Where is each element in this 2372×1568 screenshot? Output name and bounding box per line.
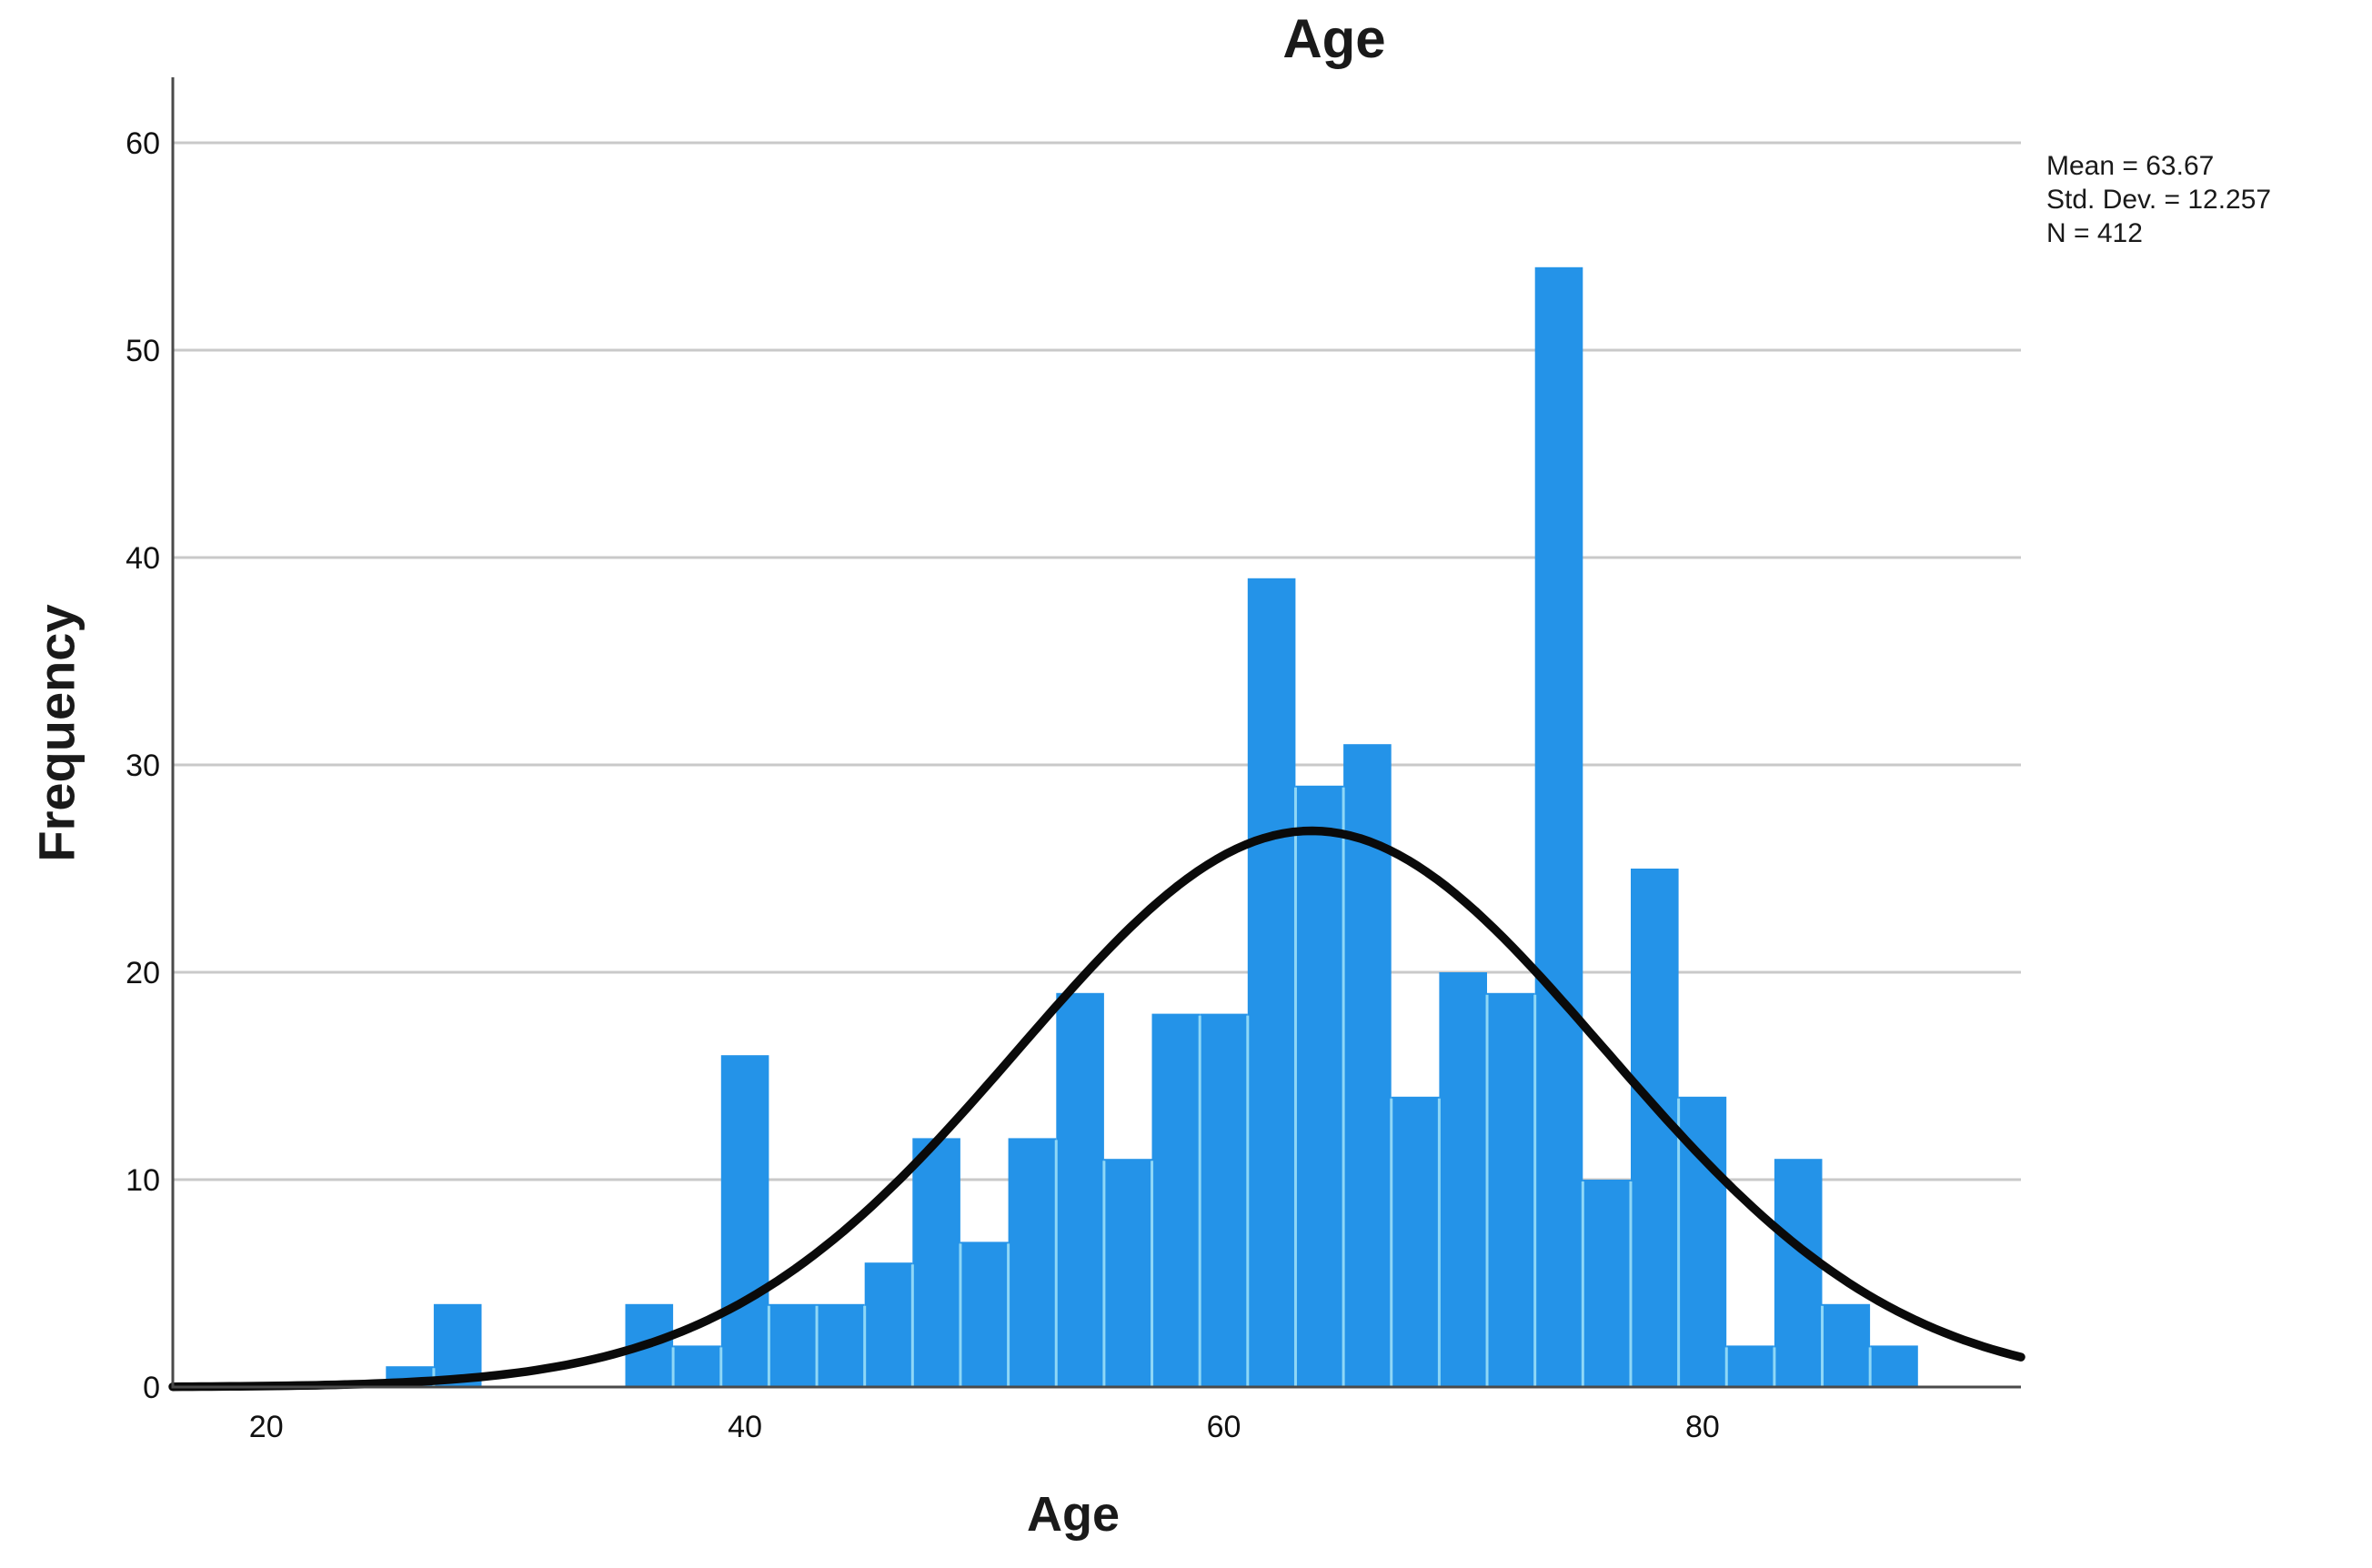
histogram-bar: [1439, 972, 1487, 1387]
y-tick-label: 30: [126, 749, 160, 783]
histogram-bar: [1870, 1345, 1918, 1387]
histogram-bar: [769, 1303, 817, 1387]
histogram-bar: [912, 1138, 960, 1387]
histogram-bar: [960, 1241, 1009, 1387]
histogram-bar: [673, 1345, 721, 1387]
histogram-bar: [1822, 1303, 1871, 1387]
histogram-bar: [817, 1303, 865, 1387]
histogram-bar: [720, 1055, 769, 1387]
stat-n: N = 412: [2046, 218, 2143, 248]
histogram-bar: [1774, 1159, 1823, 1387]
normal-curve: [168, 826, 2025, 1392]
y-tick-label: 0: [143, 1371, 160, 1405]
x-tick-label: 20: [249, 1410, 284, 1444]
x-axis-title: Age: [1026, 1487, 1121, 1542]
histogram-bar: [1103, 1159, 1152, 1387]
histogram-bar: [1487, 992, 1535, 1387]
y-axis-title: Frequency: [27, 604, 85, 862]
x-tick-label: 80: [1685, 1410, 1720, 1444]
y-tick-label: 20: [126, 956, 160, 990]
y-tick-label: 50: [126, 334, 160, 368]
histogram-bar: [1583, 1180, 1631, 1387]
histogram-bar: [864, 1262, 913, 1387]
y-tick-label: 60: [126, 126, 160, 161]
histogram-bar: [1247, 578, 1296, 1387]
stat-mean: Mean = 63.67: [2046, 151, 2215, 181]
chart-title: Age: [1282, 8, 1386, 69]
x-tick-label: 40: [728, 1410, 762, 1444]
histogram-bar: [1151, 1013, 1201, 1387]
y-tick-label: 10: [126, 1163, 160, 1198]
histogram-bar: [1391, 1096, 1440, 1387]
histogram-bar: [1726, 1345, 1774, 1387]
histogram-bar: [433, 1303, 482, 1387]
stat-std-dev: Std. Dev. = 12.257: [2046, 185, 2272, 215]
histogram-bar: [1200, 1013, 1248, 1387]
histogram-bar: [1534, 266, 1583, 1387]
y-tick-label: 40: [126, 541, 160, 576]
histogram-bar: [1295, 785, 1344, 1387]
stats-box: Mean = 63.67 Std. Dev. = 12.257 N = 412: [2046, 149, 2271, 250]
histogram-bar: [1056, 992, 1104, 1387]
histogram-bar: [1008, 1138, 1057, 1387]
x-tick-label: 60: [1207, 1410, 1241, 1444]
